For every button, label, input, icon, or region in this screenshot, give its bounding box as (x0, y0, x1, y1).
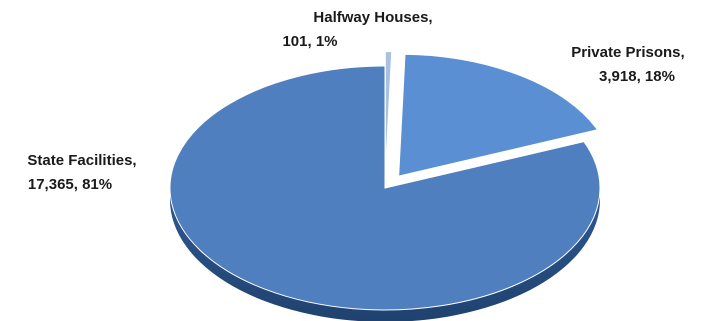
label-state-facilities-line2: 17,365, 81% (28, 176, 112, 193)
label-private-prisons-line1: Private Prisons, (571, 44, 684, 61)
slice-halfway-houses (384, 51, 393, 174)
label-halfway-houses-line2: 101, 1% (282, 33, 337, 50)
slice-private-prisons (398, 53, 599, 177)
label-state-facilities-line1: State Facilities, (27, 152, 136, 169)
label-halfway-houses-line1: Halfway Houses, (313, 9, 432, 26)
pie-slices (169, 51, 601, 321)
label-private-prisons-line2: 3,918, 18% (599, 68, 675, 85)
slice-state-facilities (169, 65, 601, 311)
